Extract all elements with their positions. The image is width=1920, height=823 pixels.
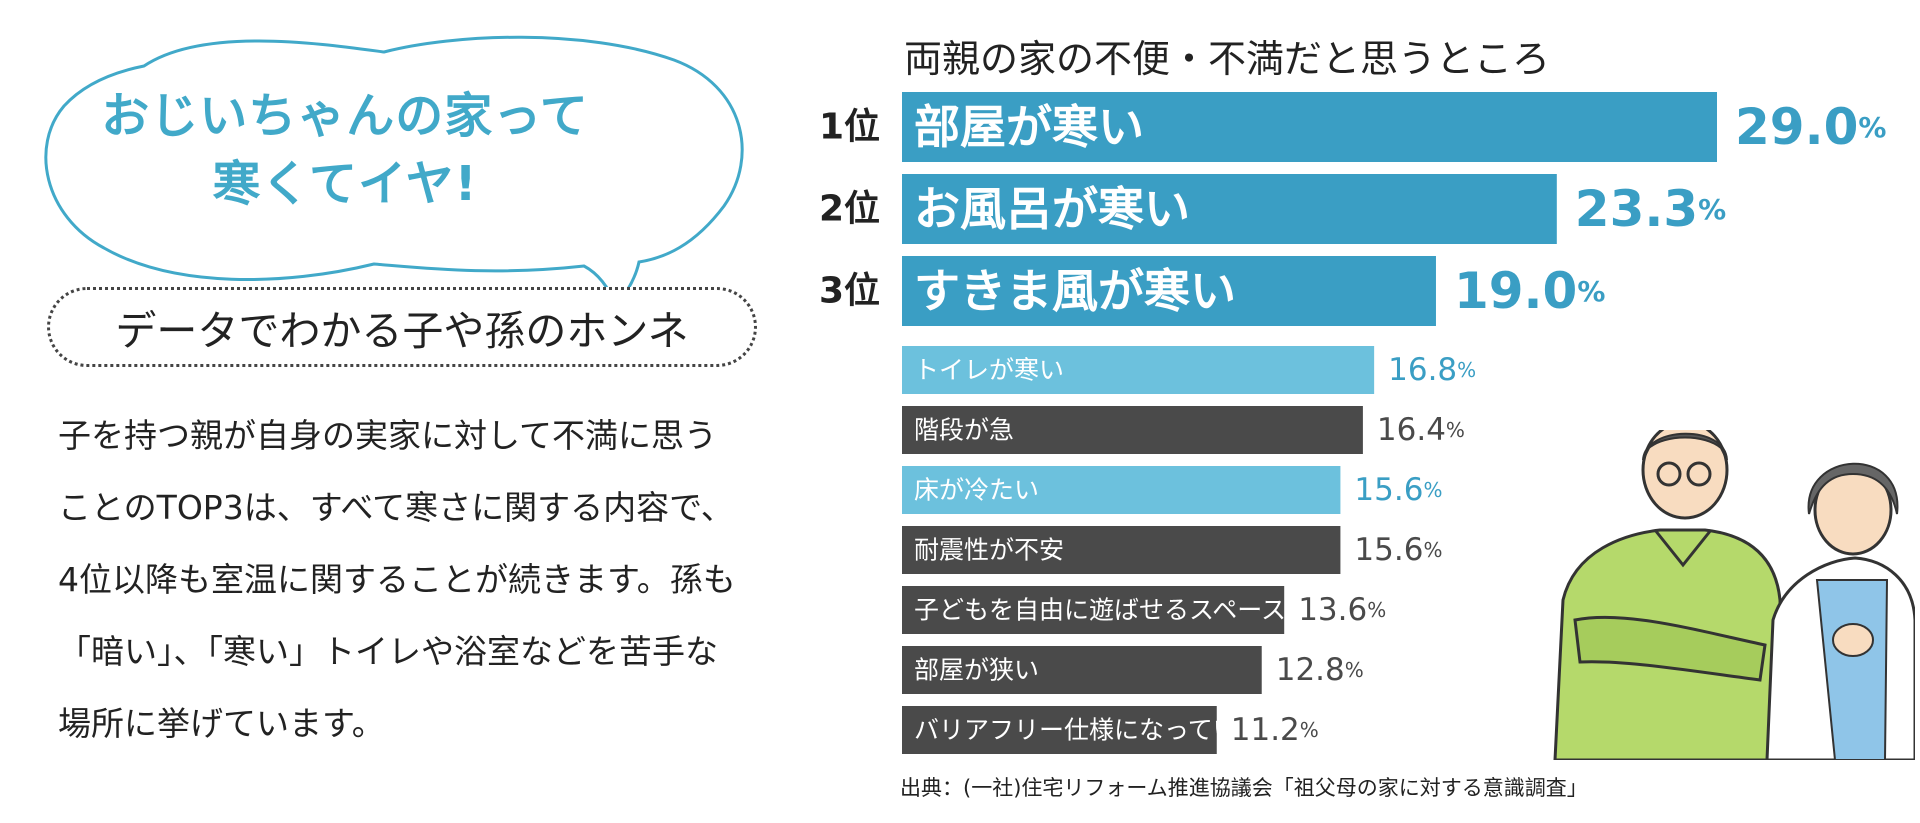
bubble-line-1: おじいちゃんの家って [101,88,589,144]
elderly-couple-illustration [1553,430,1915,760]
value-unit-8: % [1367,598,1386,622]
bar-3 [902,256,1436,326]
woman-dress [1815,579,1889,760]
value-label-5: 16.4% [1377,412,1465,448]
body-paragraph: 子を持つ親が自身の実家に対して不満に思う ことのTOP3は、すべて寒さに関する内… [58,400,778,760]
body-line-2: ことのTOP3は、すべて寒さに関する内容で、 [58,488,734,527]
bar-label-7: 耐震性が不安 [914,536,1064,565]
body-line-1: 子を持つ親が自身の実家に対して不満に思う [58,416,718,455]
rank-label-3: 3位 [819,271,880,312]
value-unit-4: % [1457,358,1476,382]
bar-label-1: 部屋が寒い [914,100,1144,154]
subtitle-text: データでわかる子や孫のホンネ [115,307,689,355]
bar-label-4: トイレが寒い [914,356,1064,385]
bar-label-5: 階段が急 [914,416,1014,445]
value-unit-1: % [1858,111,1886,144]
rank-label-1: 1位 [819,107,880,148]
bar-7 [902,526,1341,574]
value-label-8: 13.6% [1298,592,1386,628]
bar-4 [902,346,1375,394]
value-unit-2: % [1698,193,1726,226]
man-hair [1642,432,1728,461]
man-head [1641,430,1729,520]
value-label-3: 19.0% [1454,262,1605,320]
man-glasses-left [1656,461,1682,487]
bar-9 [902,646,1262,694]
value-unit-7: % [1423,538,1442,562]
bar-label-8: 子どもを自由に遊ばせるスペースがない [914,596,1361,625]
value-label-7: 15.6% [1354,532,1442,568]
value-label-4: 16.8% [1388,352,1476,388]
subtitle-banner: データでわかる子や孫のホンネ [47,287,757,367]
bar-6 [902,466,1341,514]
value-unit-6: % [1423,478,1442,502]
bar-label-2: お風呂が寒い [914,182,1190,236]
chart-title: 両親の家の不便・不満だと思うところ [904,37,1551,81]
value-label-2: 23.3% [1575,180,1726,238]
rank-label-2: 2位 [819,189,880,230]
body-line-5: 場所に挙げています。 [58,704,385,743]
bar-10 [902,706,1217,754]
man-arms [1573,615,1767,682]
bar-label-3: すきま風が寒い [914,264,1236,318]
value-label-1: 29.0% [1735,98,1886,156]
bar-5 [902,406,1363,454]
value-unit-3: % [1577,275,1605,308]
source-note: 出典：(一社)住宅リフォーム推進協議会「祖父母の家に対する意識調査」 [900,776,1588,800]
value-unit-9: % [1345,658,1364,682]
body-line-3: 4位以降も室温に関することが続きます。孫も [58,560,736,599]
bubble-line-2: 寒くてイヤ! [212,156,478,212]
value-label-9: 12.8% [1276,652,1364,688]
value-unit-10: % [1300,718,1319,742]
value-label-6: 15.6% [1354,472,1442,508]
man-glasses-right [1686,461,1712,487]
value-label-10: 11.2% [1231,712,1319,748]
value-unit-5: % [1446,418,1465,442]
bar-2 [902,174,1557,244]
bar-label-10: バリアフリー仕様になっていない [914,716,1288,745]
bar-1 [902,92,1717,162]
man-collar [1653,529,1713,568]
woman-hair [1807,462,1899,515]
bar-label-9: 部屋が狭い [914,656,1039,685]
bar-label-6: 床が冷たい [914,476,1039,505]
woman-hands [1832,623,1874,657]
bar-8 [902,586,1285,634]
body-line-4: 「暗い」、「寒い」トイレや浴室などを苦手な [58,632,718,671]
